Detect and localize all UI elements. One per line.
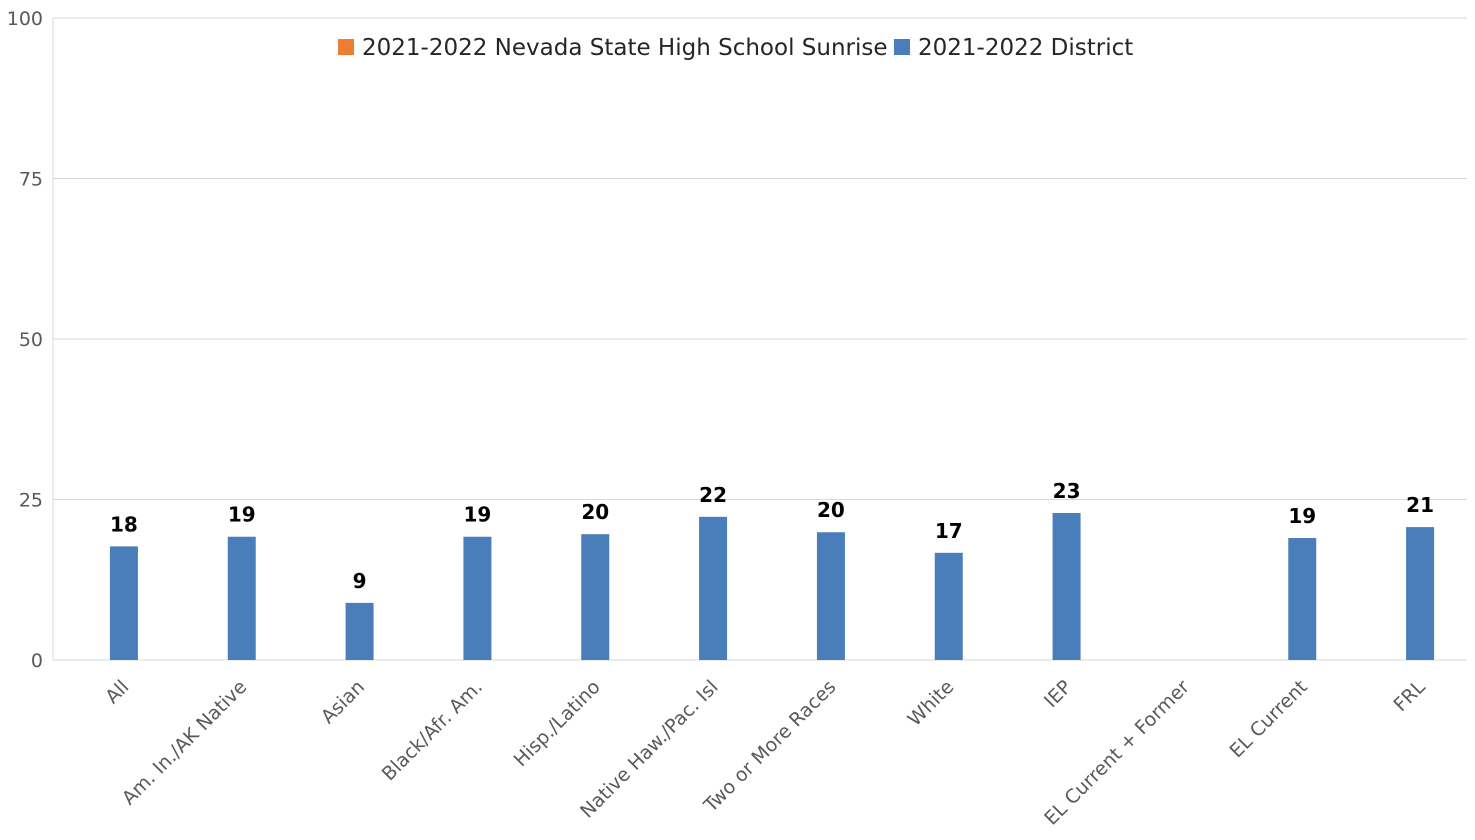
bar	[581, 534, 610, 660]
legend: 2021-2022 Nevada State High School Sunri…	[338, 35, 1133, 61]
y-tick-label: 100	[7, 8, 43, 30]
bar	[109, 546, 138, 660]
x-tick-label: White	[904, 676, 959, 731]
bars	[109, 512, 1435, 660]
legend-label: 2021-2022 District	[918, 35, 1133, 61]
data-label: 21	[1406, 493, 1434, 517]
data-label: 18	[110, 512, 138, 536]
x-tick-label: Hisp./Latino	[510, 676, 605, 771]
y-tick-label: 75	[19, 169, 43, 191]
x-tick-label: Black/Afr. Am.	[378, 676, 487, 785]
legend-swatch	[338, 39, 354, 55]
x-tick-label: All	[101, 676, 133, 708]
gridlines	[52, 17, 1467, 661]
data-label: 9	[353, 569, 367, 593]
bar	[1406, 527, 1435, 660]
x-tick-label: IEP	[1040, 676, 1076, 712]
bar	[345, 602, 374, 660]
bar	[816, 532, 845, 660]
bar	[699, 516, 728, 660]
data-label: 17	[935, 519, 963, 543]
y-tick-label: 0	[31, 650, 43, 672]
data-label: 20	[581, 500, 609, 524]
data-label: 22	[699, 483, 727, 507]
bar	[1052, 512, 1081, 660]
legend-swatch	[894, 39, 910, 55]
x-tick-label: FRL	[1390, 676, 1430, 716]
y-tick-label: 50	[19, 329, 43, 351]
data-label: 20	[817, 498, 845, 522]
data-labels: 18 19 9 19 20 22 20 17 23 19 21	[110, 479, 1434, 593]
y-axis: 0 25 50 75 100	[7, 8, 43, 672]
data-label: 19	[1288, 504, 1316, 528]
bar	[934, 552, 963, 660]
bar	[227, 536, 256, 660]
bar	[1288, 538, 1317, 660]
legend-label: 2021-2022 Nevada State High School Sunri…	[362, 35, 888, 61]
y-tick-label: 25	[19, 490, 43, 512]
x-tick-label: Am. In./AK Native	[118, 676, 251, 809]
data-label: 19	[228, 503, 256, 527]
data-label: 19	[463, 503, 491, 527]
x-tick-label: EL Current	[1226, 676, 1312, 762]
x-tick-label: Two or More Races	[699, 676, 840, 817]
x-tick-label: Asian	[317, 676, 369, 728]
data-label: 23	[1053, 479, 1081, 503]
bar	[463, 536, 492, 660]
